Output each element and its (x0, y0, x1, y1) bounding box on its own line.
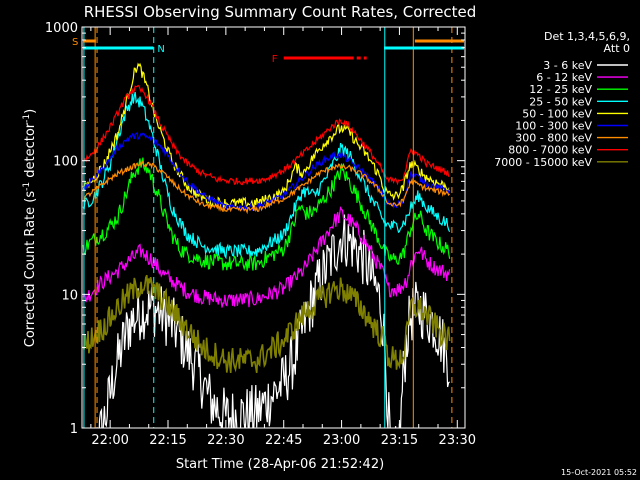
legend-label: 25 - 50 keV (529, 95, 592, 108)
legend-header-detectors: Det 1,3,4,5,6,9, (544, 30, 630, 43)
y-tick-label: 100 (53, 155, 78, 170)
series-line (82, 91, 451, 260)
y-label-sup1: -1 (22, 182, 32, 191)
plot-frame (81, 26, 466, 429)
x-axis-label: Start Time (28-Apr-06 21:52:42) (176, 457, 384, 472)
series-line (82, 157, 451, 271)
legend-label: 800 - 7000 keV (508, 144, 592, 157)
y-tick-label: 1 (70, 422, 78, 437)
series-line (82, 84, 450, 186)
generation-timestamp: 15-Oct-2021 05:52 (561, 468, 637, 477)
series-line (82, 131, 451, 213)
legend-label: 12 - 25 keV (529, 83, 592, 96)
series-line (82, 206, 451, 308)
x-tick-label: 22:00 (91, 433, 128, 448)
flag-label: N (157, 44, 164, 55)
legend-label: 3 - 6 keV (543, 59, 592, 72)
x-tick-label: 23:15 (381, 433, 418, 448)
series-line (82, 159, 451, 215)
series-line (98, 214, 450, 428)
flag-label: S (72, 37, 78, 48)
legend-label: 6 - 12 keV (536, 71, 592, 84)
mode-lines (83, 27, 453, 428)
legend-label: 300 - 800 keV (515, 132, 592, 145)
legend-label: 100 - 300 keV (515, 120, 592, 133)
legend-header-attenuator: Att 0 (604, 42, 630, 55)
y-label-part1: Corrected Count Rate (s (23, 191, 38, 348)
x-tick-label: 23:30 (439, 433, 476, 448)
series-line (82, 274, 451, 374)
x-tick-label: 22:45 (265, 433, 302, 448)
series-group (82, 62, 451, 428)
x-tick-label: 23:00 (323, 433, 360, 448)
y-tick-label: 10 (61, 288, 78, 303)
y-label-part2: detector (23, 122, 38, 182)
legend-label: 7000 - 15000 keV (494, 156, 592, 169)
y-label-sup2: -1 (22, 114, 32, 123)
axes: 1 10 100 1000 22:00 22:15 22:30 22:45 23:00 23:15… (45, 21, 476, 448)
x-tick-label: 22:30 (207, 433, 244, 448)
flag-bars: S N F (72, 37, 464, 65)
flag-label: F (272, 54, 278, 65)
x-tick-label: 22:15 (149, 433, 186, 448)
y-label-part3: ) (23, 109, 38, 114)
y-axis-label: Corrected Count Rate (s-1 detector-1) (22, 109, 38, 347)
y-tick-label: 1000 (45, 21, 78, 36)
legend-label: 50 - 100 keV (522, 107, 592, 120)
chart-title: RHESSI Observing Summary Count Rates, Co… (84, 3, 477, 21)
